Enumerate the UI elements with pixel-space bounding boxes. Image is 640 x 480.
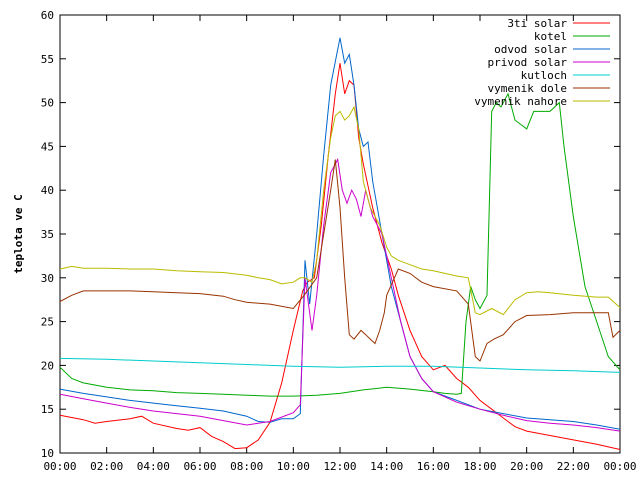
legend-label: vymenik dole	[488, 82, 567, 95]
legend-label: kotel	[534, 30, 567, 43]
y-tick-label: 10	[41, 447, 54, 460]
x-tick-label: 00:00	[43, 460, 76, 473]
x-tick-label: 00:00	[603, 460, 636, 473]
y-tick-label: 15	[41, 403, 54, 416]
x-tick-label: 16:00	[417, 460, 450, 473]
x-tick-label: 02:00	[90, 460, 123, 473]
x-axis: 00:00 02:00 04:00 06:00 08:00 10:00 12:00 14:00…	[43, 15, 637, 473]
y-tick-label: 50	[41, 97, 54, 110]
series-line-vymenik-dole	[59, 159, 621, 362]
y-tick-label: 40	[41, 184, 54, 197]
y-tick-label: 20	[41, 359, 54, 372]
y-tick-label: 45	[41, 140, 54, 153]
y-tick-label: 25	[41, 316, 54, 329]
series-line-3ti-solar	[59, 63, 621, 450]
x-tick-label: 20:00	[510, 460, 543, 473]
series-line-privod-solar	[59, 157, 621, 432]
y-tick-label: 30	[41, 272, 54, 285]
y-tick-label: 35	[41, 228, 54, 241]
x-tick-label: 10:00	[277, 460, 310, 473]
series-line-odvod-solar	[59, 37, 621, 430]
series-layer	[59, 37, 621, 450]
x-tick-label: 18:00	[463, 460, 496, 473]
legend-label: odvod solar	[494, 43, 567, 56]
x-tick-label: 12:00	[323, 460, 356, 473]
series-line-vymenik-nahore	[59, 105, 621, 316]
y-axis-title: teplota ve C	[12, 194, 25, 273]
legend-label: vymenik nahore	[474, 95, 567, 108]
legend-label: 3ti solar	[507, 17, 567, 30]
series-line-kutloch	[59, 357, 621, 373]
x-tick-label: 04:00	[137, 460, 170, 473]
y-tick-label: 60	[41, 9, 54, 22]
legend-label: privod solar	[488, 56, 568, 69]
x-tick-label: 14:00	[370, 460, 403, 473]
x-tick-label: 22:00	[557, 460, 590, 473]
y-tick-label: 55	[41, 53, 54, 66]
x-tick-label: 08:00	[230, 460, 263, 473]
y-axis: 10 15 20 25 30 35 40 45 50 55 60	[41, 9, 620, 460]
series-line-kotel	[59, 92, 621, 397]
x-tick-label: 06:00	[183, 460, 216, 473]
legend-label: kutloch	[521, 69, 567, 82]
